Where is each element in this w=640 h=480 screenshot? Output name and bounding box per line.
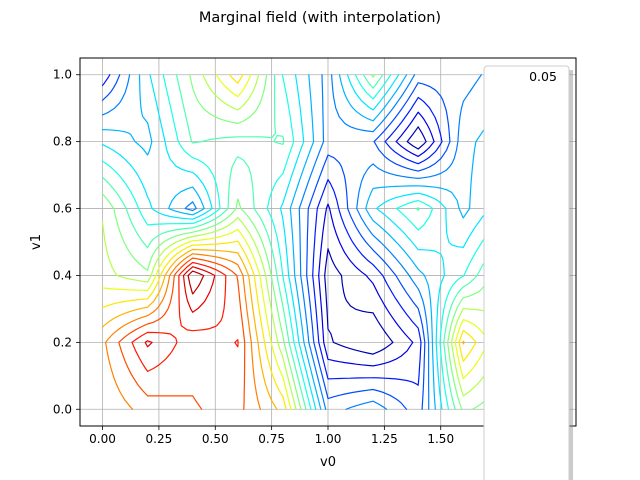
x-tick-label-2: 0.50 <box>202 432 229 446</box>
contour-level-19 <box>187 270 205 295</box>
legend-box <box>483 65 570 480</box>
y-tick-label-3: 0.6 <box>53 202 72 216</box>
x-tick-label-1: 0.25 <box>146 432 173 446</box>
contour-level-2 <box>318 111 435 367</box>
y-tick-label-4: 0.8 <box>53 135 72 149</box>
legend: 0.05 <box>483 65 573 480</box>
y-tick-label-0: 0.0 <box>53 402 72 416</box>
contour-level-5 <box>101 74 482 410</box>
y-tick-label-5: 1.0 <box>53 68 72 82</box>
contour-level-16 <box>118 257 246 410</box>
contour-level-17 <box>131 261 239 372</box>
contour-level-15 <box>105 253 261 410</box>
x-tick-label-6: 1.50 <box>427 432 454 446</box>
contour-level-12 <box>101 74 489 410</box>
x-tick-label-0: 0.00 <box>89 432 116 446</box>
chart-title: Marginal field (with interpolation) <box>199 10 441 26</box>
x-tick-label-3: 0.75 <box>258 432 285 446</box>
y-tick-label-1: 0.2 <box>53 335 72 349</box>
contour-level-1 <box>324 126 427 355</box>
contour-level-3 <box>101 74 443 386</box>
contour-level-18 <box>144 266 216 348</box>
x-tick-label-4: 1.00 <box>315 432 342 446</box>
axis-ticks: 0.00 0.25 0.50 0.75 1.00 1.25 1.50 0.0 0.2 0.4 0.6… <box>53 68 454 446</box>
contour-level-14 <box>101 248 465 410</box>
legend-entry-label: 0.05 <box>529 69 557 84</box>
y-tick-label-2: 0.4 <box>53 268 72 282</box>
x-tick-label-5: 1.25 <box>371 432 398 446</box>
contour-level-4 <box>101 74 451 410</box>
x-axis-label: v0 <box>320 455 336 470</box>
contour-level-13 <box>101 74 477 410</box>
y-axis-label: v1 <box>29 234 44 250</box>
